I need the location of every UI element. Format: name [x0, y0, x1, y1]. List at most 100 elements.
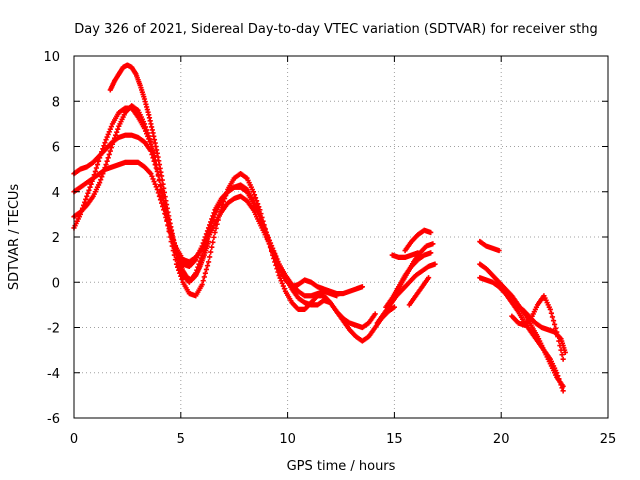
- data-point: [252, 195, 259, 201]
- data-point: [87, 184, 93, 190]
- data-point: [279, 280, 285, 286]
- data-point: [151, 178, 157, 185]
- data-point: [148, 148, 154, 154]
- data-point: [280, 283, 286, 289]
- data-point: [141, 121, 148, 127]
- tick-labels: 0 5 10 15 20 25 -6 -4 -2 0 2 4 6 8 10: [43, 50, 616, 447]
- x-tick-label: 20: [493, 432, 510, 447]
- data-point: [372, 311, 378, 317]
- y-tick-label: -6: [47, 412, 60, 427]
- data-point: [277, 275, 283, 281]
- data-point: [562, 349, 568, 355]
- data-point: [552, 321, 558, 328]
- data-point: [103, 162, 109, 168]
- track-14: [477, 275, 566, 394]
- data-point: [150, 176, 156, 182]
- y-tick-label: 10: [43, 50, 60, 65]
- data-point: [161, 207, 167, 213]
- data-point: [201, 274, 207, 280]
- gridlines: [74, 56, 608, 418]
- data-point: [114, 129, 120, 135]
- track-5: [107, 62, 212, 283]
- data-point: [106, 129, 112, 135]
- data-point: [104, 134, 110, 140]
- data-point: [84, 193, 90, 199]
- data-point: [207, 254, 213, 260]
- data-point: [560, 356, 566, 362]
- data-point: [163, 214, 169, 220]
- data-point: [153, 184, 159, 190]
- x-tick-label: 15: [386, 432, 403, 447]
- series-markers: [71, 62, 568, 394]
- data-point: [148, 139, 154, 145]
- data-point: [107, 148, 113, 154]
- data-point: [200, 278, 206, 284]
- data-point: [106, 151, 112, 158]
- data-point: [160, 203, 166, 210]
- y-tick-label: -2: [47, 322, 60, 337]
- data-point: [92, 168, 98, 174]
- data-point: [177, 270, 183, 276]
- data-point: [556, 376, 562, 382]
- data-point: [86, 187, 92, 193]
- data-point: [496, 247, 502, 254]
- data-point: [162, 211, 168, 217]
- data-point: [555, 373, 561, 379]
- track-9: [402, 227, 434, 254]
- track-11: [406, 275, 432, 308]
- data-point: [83, 196, 89, 202]
- data-point: [148, 171, 154, 177]
- y-tick-label: 2: [52, 231, 60, 246]
- data-point: [211, 210, 217, 216]
- data-point: [203, 266, 210, 273]
- data-point: [211, 234, 217, 240]
- data-point: [204, 263, 211, 269]
- data-point: [276, 272, 282, 279]
- data-point: [557, 379, 563, 385]
- data-point: [391, 304, 397, 310]
- data-point: [559, 352, 565, 358]
- data-point: [97, 180, 103, 186]
- data-point: [210, 213, 216, 219]
- data-point: [94, 162, 101, 168]
- data-point: [334, 293, 340, 299]
- y-tick-label: 6: [52, 141, 60, 156]
- x-axis-label: GPS time / hours: [287, 459, 396, 474]
- data-point: [149, 151, 155, 158]
- y-tick-label: -4: [47, 367, 60, 382]
- track-10: [389, 250, 421, 260]
- x-tick-label: 5: [177, 432, 185, 447]
- data-point: [209, 216, 215, 222]
- data-point: [202, 270, 208, 276]
- data-point: [157, 197, 164, 203]
- data-point: [105, 131, 111, 138]
- data-point: [205, 259, 212, 265]
- x-tick-label: 0: [70, 432, 78, 447]
- data-point: [548, 310, 554, 316]
- data-point: [559, 385, 565, 391]
- data-point: [209, 244, 215, 250]
- data-point: [155, 190, 161, 196]
- data-point: [432, 261, 438, 267]
- data-point: [553, 325, 559, 331]
- track-6: [374, 261, 438, 326]
- data-point: [199, 281, 205, 288]
- data-point: [146, 133, 152, 139]
- y-axis-label: SDTVAR / TECUs: [7, 184, 22, 291]
- data-point: [250, 189, 257, 195]
- data-point: [98, 177, 104, 183]
- data-point: [156, 193, 163, 199]
- data-point: [208, 219, 214, 225]
- data-point: [154, 186, 160, 193]
- data-point: [142, 124, 149, 130]
- data-point: [251, 192, 258, 198]
- track-16: [519, 306, 568, 355]
- data-point: [179, 276, 185, 282]
- data-point: [113, 132, 119, 138]
- data-point: [430, 241, 436, 247]
- data-point: [150, 155, 156, 161]
- data-point: [104, 158, 110, 164]
- data-point: [560, 388, 566, 394]
- data-point: [178, 273, 184, 279]
